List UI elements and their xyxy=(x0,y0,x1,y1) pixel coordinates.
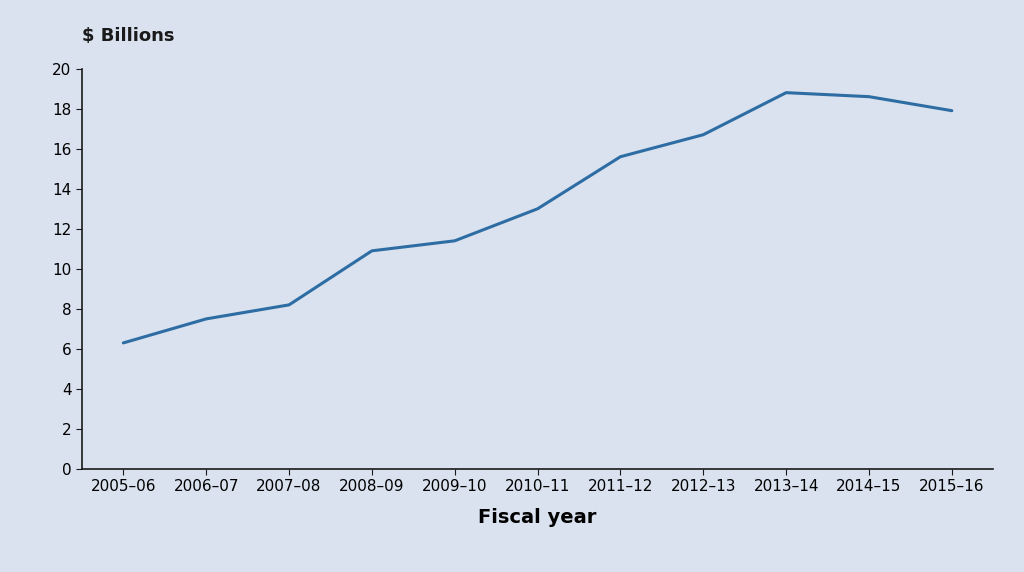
X-axis label: Fiscal year: Fiscal year xyxy=(478,509,597,527)
Text: $ Billions: $ Billions xyxy=(82,27,174,45)
